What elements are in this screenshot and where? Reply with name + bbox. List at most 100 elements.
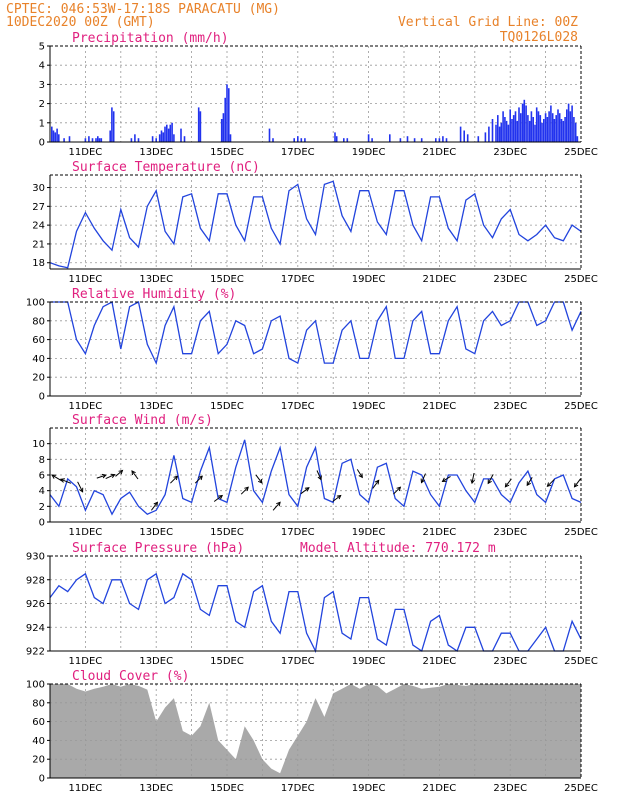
wind-arrow [105, 474, 115, 480]
temperature-xtick: 25DEC [564, 274, 598, 285]
cloud-ytick: 0 [39, 774, 45, 785]
wind-xtick: 15DEC [210, 527, 244, 538]
precipitation-bar [523, 99, 526, 142]
wind-xtick: 17DEC [281, 527, 315, 538]
precipitation-ytick: 3 [39, 80, 45, 91]
cloud-ytick: 20 [32, 755, 45, 766]
precipitation-bar [442, 136, 444, 142]
precipitation-xtick: 11DEC [69, 147, 103, 158]
precipitation-bar [502, 111, 504, 142]
precipitation-bar [160, 130, 163, 142]
precipitation-bar [100, 138, 103, 142]
precipitation-xtick: 19DEC [352, 147, 386, 158]
wind-arrow [60, 478, 72, 484]
precipitation-bar [463, 130, 465, 142]
precipitation-bar [495, 124, 497, 142]
wind-arrow-head [396, 486, 402, 492]
pressure-line [49, 572, 582, 654]
precipitation-xtick: 21DEC [423, 147, 457, 158]
precipitation-bar [525, 105, 527, 142]
wind-arrow-head [51, 474, 57, 479]
wind-arrow-head [59, 478, 65, 483]
header-source: CPTEC: 046:53W-17:18S PARACATU (MG) [6, 2, 280, 17]
wind-arrow-head [304, 487, 310, 492]
precipitation-bar [537, 111, 540, 142]
precipitation-bar [98, 138, 101, 142]
precipitation-xtick: 13DEC [139, 147, 173, 158]
precipitation-bar [509, 109, 511, 142]
temperature-ytick: 21 [32, 239, 45, 250]
temperature-xtick: 17DEC [281, 274, 315, 285]
temperature-xtick: 21DEC [423, 274, 457, 285]
wind-arrow-head [110, 473, 116, 479]
precipitation-bar [88, 136, 90, 142]
precipitation-bar [68, 136, 71, 142]
precipitation-bar [406, 136, 409, 142]
wind-arrow [471, 473, 475, 484]
precipitation-bar [169, 124, 172, 142]
precipitation-xtick: 17DEC [281, 147, 315, 158]
precipitation-bar [228, 88, 230, 142]
precipitation-bar [97, 136, 99, 142]
precipitation-bar [166, 124, 168, 142]
pressure-xtick: 13DEC [139, 656, 173, 667]
wind-arrow-head [101, 473, 107, 479]
precipitation-bar [164, 126, 166, 142]
humidity-xtick: 25DEC [564, 401, 598, 412]
precipitation-bar [512, 115, 515, 142]
wind-arrow-head [173, 475, 179, 481]
wind-arrow-head [420, 478, 425, 484]
precipitation-bar [420, 138, 423, 142]
precipitation-bar [130, 138, 133, 142]
cloud-xtick: 25DEC [564, 783, 598, 794]
temperature-xtick: 15DEC [210, 274, 244, 285]
wind-arrow-head [244, 486, 249, 492]
precipitation-bar [521, 103, 524, 142]
precipitation-bar [527, 115, 529, 142]
humidity-ytick: 80 [32, 316, 45, 327]
precipitation-bar [226, 84, 228, 142]
cloud-area [50, 684, 581, 778]
precipitation-bar [520, 113, 522, 142]
precipitation-bar [91, 138, 94, 142]
precipitation-bar [109, 130, 111, 142]
pressure-xtick: 11DEC [69, 656, 103, 667]
wind-arrow [316, 470, 322, 480]
wind-arrow-head [118, 469, 124, 475]
wind-xtick: 13DEC [139, 527, 173, 538]
humidity-ytick: 0 [39, 392, 45, 403]
wind-arrow [393, 486, 401, 495]
precipitation-ytick: 1 [39, 118, 45, 129]
cloud-title: Cloud Cover (%) [72, 669, 189, 684]
cloud-xtick: 19DEC [352, 783, 386, 794]
precipitation-bar [300, 138, 303, 142]
humidity-ytick: 40 [32, 354, 45, 365]
precipitation-bar [550, 105, 552, 142]
precipitation-bar [555, 115, 557, 142]
temperature-ytick: 24 [32, 221, 45, 232]
precipitation-bar [548, 111, 550, 142]
header-code: TQ0126L028 [500, 30, 578, 45]
precipitation-bar [566, 109, 568, 142]
pressure-ytick: 924 [26, 623, 45, 634]
wind-arrow [356, 469, 363, 478]
precipitation-bar [571, 105, 573, 142]
precipitation-bar [491, 119, 494, 142]
precipitation-bar [438, 138, 441, 142]
precipitation-panel: Precipitation (mm/h) 0 1 2 3 4 5 11DEC 13DEC 15DE… [39, 31, 598, 158]
precipitation-bar [507, 124, 510, 142]
wind-arrow [170, 475, 178, 484]
precipitation-bar [268, 128, 271, 142]
precipitation-ytick: 5 [39, 42, 45, 53]
wind-arrow [96, 474, 106, 479]
wind-arrow-head [441, 477, 447, 482]
precipitation-bar [167, 128, 170, 142]
precipitation-bar [477, 136, 480, 142]
wind-arrow-head [198, 475, 203, 481]
pressure-xtick: 25DEC [564, 656, 598, 667]
precipitation-bar [222, 113, 225, 142]
wind-arrow [115, 470, 123, 477]
pressure-ytick: 926 [26, 599, 45, 610]
wind-arrow [526, 477, 533, 486]
precipitation-bar [112, 111, 115, 142]
